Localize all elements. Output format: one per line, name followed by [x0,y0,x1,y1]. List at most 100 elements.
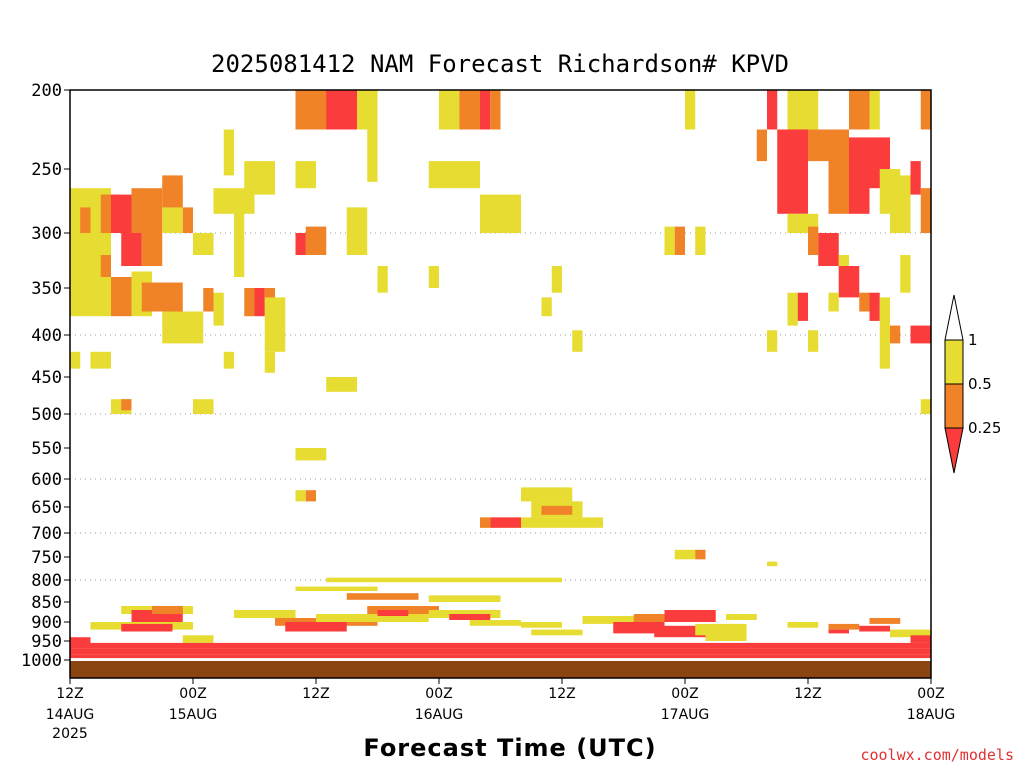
heatmap-cell [193,399,214,414]
heatmap-cell [316,614,429,622]
heatmap-cell [223,351,234,369]
y-tick-label: 900 [31,613,62,633]
heatmap-cell [213,292,224,326]
plot-frame [69,89,932,679]
heatmap-cell [787,292,798,326]
x-tick-label: 12Z [794,686,821,702]
heatmap-cell [80,207,91,233]
heatmap-cell [890,175,911,233]
x-tick-label: 00Z [425,686,452,702]
x-tick-year: 2025 [52,726,88,742]
heatmap-cell [295,448,327,461]
heatmap-cell [808,129,829,162]
y-tick-label: 450 [31,368,62,388]
y-axis: 200 250 300 350 400 450 500 550 600 650 700 750 8008… [21,81,70,671]
heatmap-cell [756,129,767,162]
heatmap-cell [182,635,214,643]
heatmap-cell [367,129,378,182]
heatmap-cell [869,618,901,624]
heatmap-cell [633,614,685,622]
heatmap-cell [849,90,870,130]
heatmap-cell [70,654,931,659]
heatmap-cell [910,325,931,344]
heatmap-cell [121,233,142,266]
heatmap-cell [828,292,839,312]
heatmap-cell [295,161,316,189]
heatmap-cell [808,330,819,352]
heatmap-cell [695,549,706,560]
heatmap-cell [664,610,716,622]
x-tick-date: 17AUG [661,707,710,723]
heatmap-cell [203,288,214,312]
heatmap-cell [838,266,860,298]
heatmap-cell [131,188,163,233]
colorbar-level-label: 1 [968,331,978,349]
y-tick-label: 950 [31,632,62,652]
colorbar-bottom-arrow [944,427,964,474]
heatmap-cell [193,233,214,255]
heatmap-cell [797,292,808,321]
heatmap-cell [326,577,562,583]
heatmap-cell [326,90,357,130]
heatmap-cell [111,277,132,317]
heatmap-cell [141,233,163,266]
heatmap-cell [726,614,757,620]
x-tick-date: 18AUG [907,707,956,723]
heatmap-cell [828,623,860,630]
heatmap-cell [305,490,316,502]
x-tick-label: 00Z [179,686,206,702]
heatmap-cell [685,90,696,130]
heatmap-cell [787,622,819,628]
heatmap-cell [531,629,583,636]
heatmap-cell [674,226,685,255]
heatmap-cell [285,622,347,632]
heatmap-cell [121,399,132,411]
colorbar: 1 0.5 0.25 [944,294,1001,474]
heatmap-cell [305,226,327,255]
heatmap-cell [428,266,439,288]
heatmap-cell [521,622,562,628]
y-tick-label: 800 [31,571,62,591]
x-axis: 12Z 14AUG 2025 00Z 15AUG 12Z 00Z 16AUG 12Z 00Z 17A… [46,678,956,742]
heatmap-cell [111,194,132,233]
heatmap-cell [377,266,388,293]
heatmap-cell [234,610,296,618]
heatmap-cell [439,90,460,130]
heatmap-cell [346,207,368,255]
y-tick-label: 750 [31,548,62,568]
y-tick-label: 600 [31,470,62,490]
colorbar-top-arrow [944,294,964,341]
heatmap-cell [541,505,573,515]
ground-band [70,661,931,678]
y-tick-label: 850 [31,593,62,613]
heatmap-cell [490,517,521,528]
heatmap-cell [295,586,378,591]
site-credit[interactable]: coolwx.com/models [860,746,1014,764]
y-tick-label: 350 [31,279,62,299]
heatmap-cell [244,161,275,195]
heatmap-cell [551,266,562,293]
heatmap-cell [859,292,870,312]
heatmap-cell [254,288,265,317]
heatmap-cell [869,90,880,130]
heatmap-cell [890,629,931,638]
heatmap-cell [767,330,778,352]
heatmap-cell [234,207,245,277]
heatmap-cell [162,175,183,208]
heatmap-cell [244,288,255,317]
x-tick-label: 12Z [548,686,575,702]
heatmap-cell [777,129,808,214]
heatmap-cell [357,90,378,130]
heatmap-cell [808,226,819,255]
heatmap-cell [70,351,81,369]
heatmap-cell [787,90,819,130]
heatmap-cell [654,625,706,638]
x-tick-date: 15AUG [169,707,218,723]
heatmap-cell [70,637,91,645]
heatmap-cell [70,648,931,655]
y-tick-label: 200 [31,81,62,101]
heatmap-cell [121,623,173,632]
heatmap-cell [295,490,306,502]
heatmap-cell [931,161,941,195]
